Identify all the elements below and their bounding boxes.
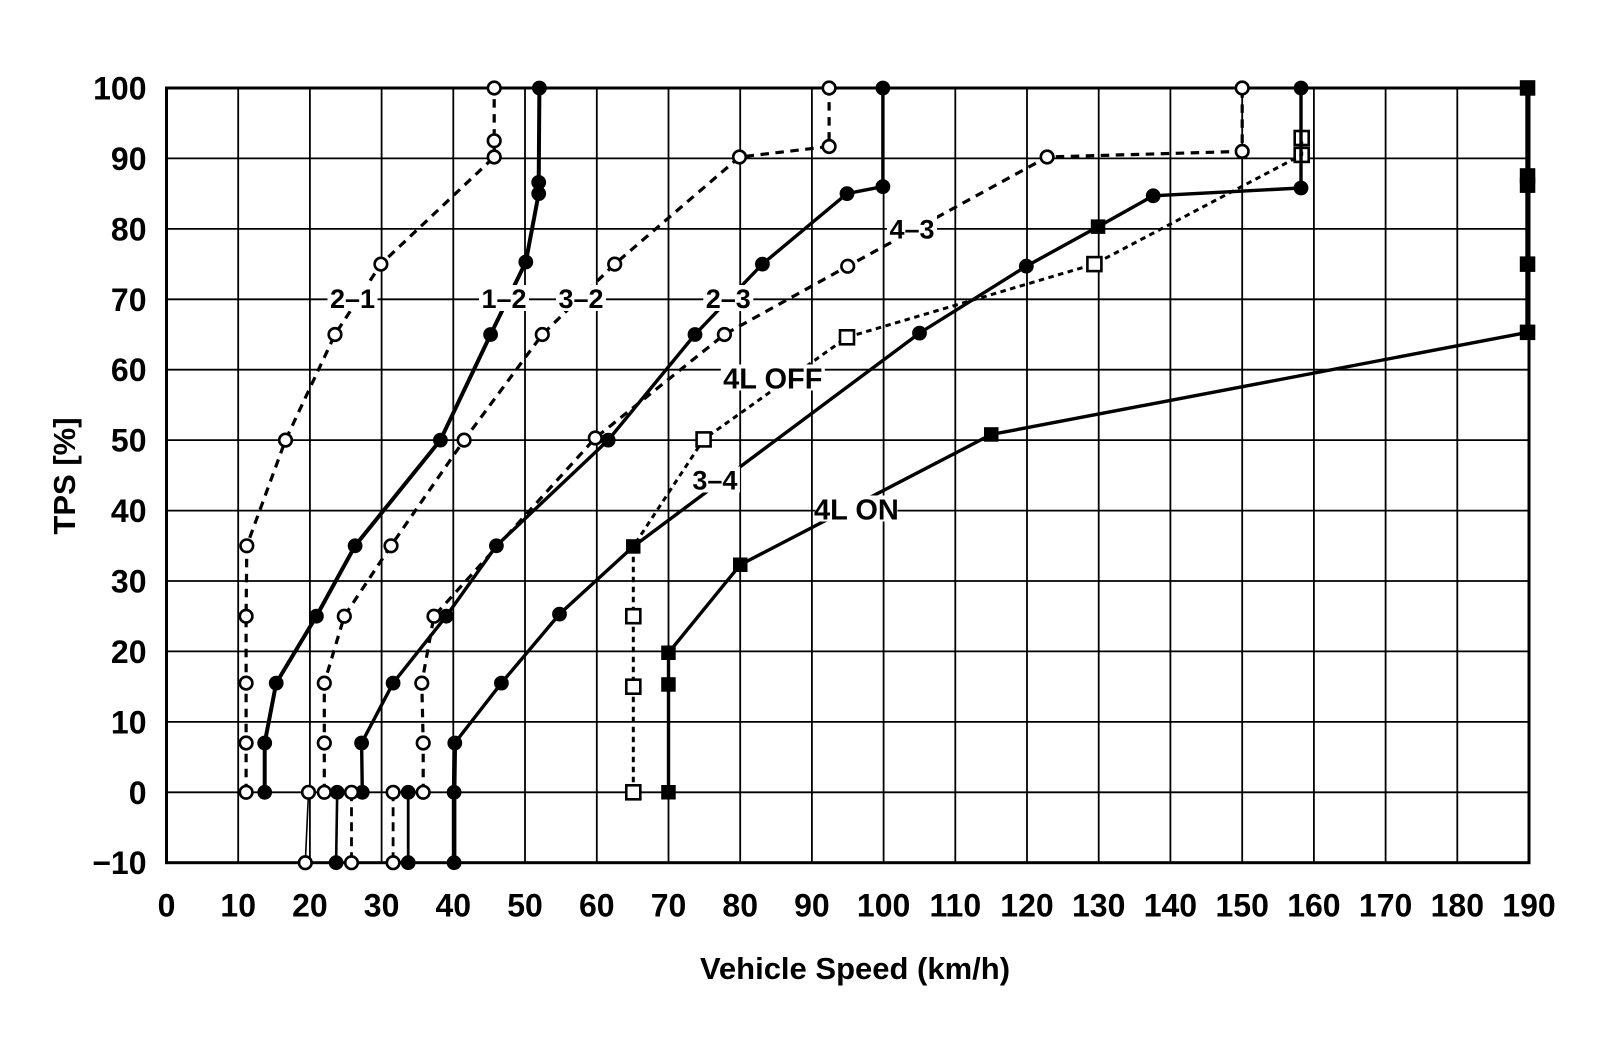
svg-text:Vehicle Speed (km/h): Vehicle Speed (km/h) [700, 951, 1010, 986]
svg-text:3–4: 3–4 [692, 466, 737, 496]
svg-text:80: 80 [111, 211, 147, 247]
svg-text:90: 90 [111, 141, 147, 177]
svg-text:0: 0 [158, 888, 176, 924]
svg-text:4L OFF: 4L OFF [723, 364, 822, 396]
svg-text:130: 130 [1072, 888, 1125, 924]
svg-text:150: 150 [1216, 888, 1269, 924]
svg-text:60: 60 [579, 888, 615, 924]
svg-text:10: 10 [220, 888, 256, 924]
svg-text:50: 50 [111, 423, 147, 459]
svg-text:4–3: 4–3 [889, 215, 934, 245]
svg-text:2–3: 2–3 [706, 284, 751, 314]
svg-text:2–1: 2–1 [330, 284, 375, 314]
svg-text:10: 10 [111, 704, 147, 740]
svg-text:70: 70 [651, 888, 687, 924]
svg-text:80: 80 [722, 888, 758, 924]
svg-text:0: 0 [129, 775, 147, 811]
svg-text:120: 120 [1000, 888, 1053, 924]
svg-text:190: 190 [1502, 888, 1555, 924]
svg-text:−10: −10 [92, 845, 146, 881]
svg-text:20: 20 [111, 634, 147, 670]
svg-text:160: 160 [1287, 888, 1340, 924]
svg-text:40: 40 [436, 888, 472, 924]
svg-text:3–2: 3–2 [558, 284, 603, 314]
svg-text:1–2: 1–2 [481, 284, 526, 314]
svg-text:4L ON: 4L ON [814, 495, 899, 527]
svg-text:70: 70 [111, 282, 147, 318]
svg-text:90: 90 [794, 888, 830, 924]
svg-text:60: 60 [111, 352, 147, 388]
svg-text:100: 100 [93, 71, 146, 107]
svg-text:110: 110 [929, 888, 981, 924]
svg-text:30: 30 [364, 888, 400, 924]
svg-text:40: 40 [111, 493, 147, 529]
svg-text:140: 140 [1144, 888, 1197, 924]
svg-text:50: 50 [507, 888, 543, 924]
svg-text:TPS [%]: TPS [%] [47, 417, 82, 534]
svg-text:170: 170 [1359, 888, 1412, 924]
svg-text:30: 30 [111, 564, 147, 600]
svg-text:180: 180 [1431, 888, 1484, 924]
svg-text:100: 100 [857, 888, 910, 924]
svg-text:20: 20 [292, 888, 328, 924]
